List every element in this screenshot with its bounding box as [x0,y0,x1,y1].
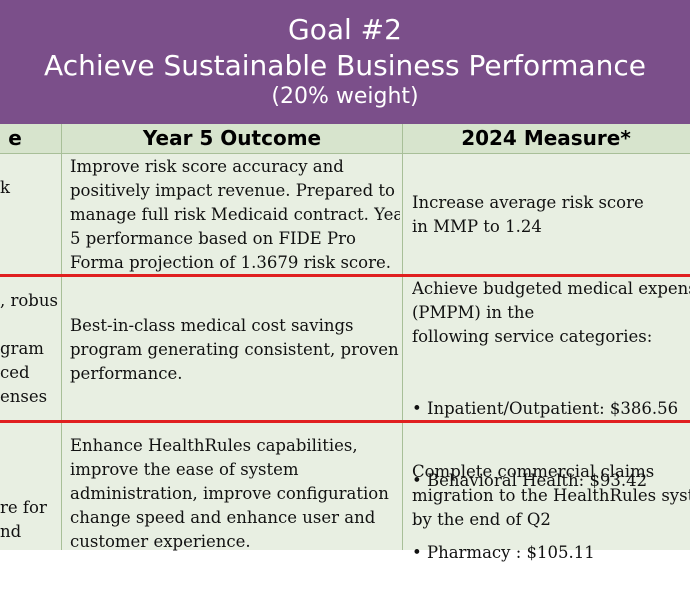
table-cell: Best-in-class medical cost savings progr… [70,316,399,383]
list-item: • Pharmacy : $105.11 [412,543,595,562]
goal-weight: (20% weight) [271,84,419,109]
table-cell: re for nd [0,498,47,541]
list-item: • Behavioral Health: $93.42 [412,471,648,490]
column-divider [61,124,62,550]
table-cell: Achieve budgeted medical expense (PMPM) … [412,279,690,346]
goal-subtitle: Achieve Sustainable Business Performance [44,49,646,82]
highlight-border-bottom [0,420,690,423]
column-header-measure: e [8,126,22,150]
highlight-border-top [0,274,690,277]
table-cell: Increase average risk score in MMP to 1.… [412,193,644,236]
table-cell: Complete commercial claims migration to … [412,462,690,529]
goal-header: Goal #2 Achieve Sustainable Business Per… [0,0,690,124]
table-cell: k [0,178,10,197]
list-item: • Inpatient/Outpatient: $386.56 [412,399,679,418]
column-header-year5-outcome: Year 5 Outcome [142,126,322,150]
goal-title: Goal #2 [288,13,402,46]
column-header-2024-measure: 2024 Measure* [461,126,631,150]
goal-table: e Year 5 Outcome 2024 Measure* k Improve… [0,124,690,562]
table-cell: Improve risk score accuracy and positive… [70,157,400,272]
table-header-row: e Year 5 Outcome 2024 Measure* [0,124,690,154]
table-cell: Enhance HealthRules capabilities, improv… [70,436,389,551]
column-divider [402,124,403,550]
table-cell: , robust gram ced enses [0,291,58,406]
